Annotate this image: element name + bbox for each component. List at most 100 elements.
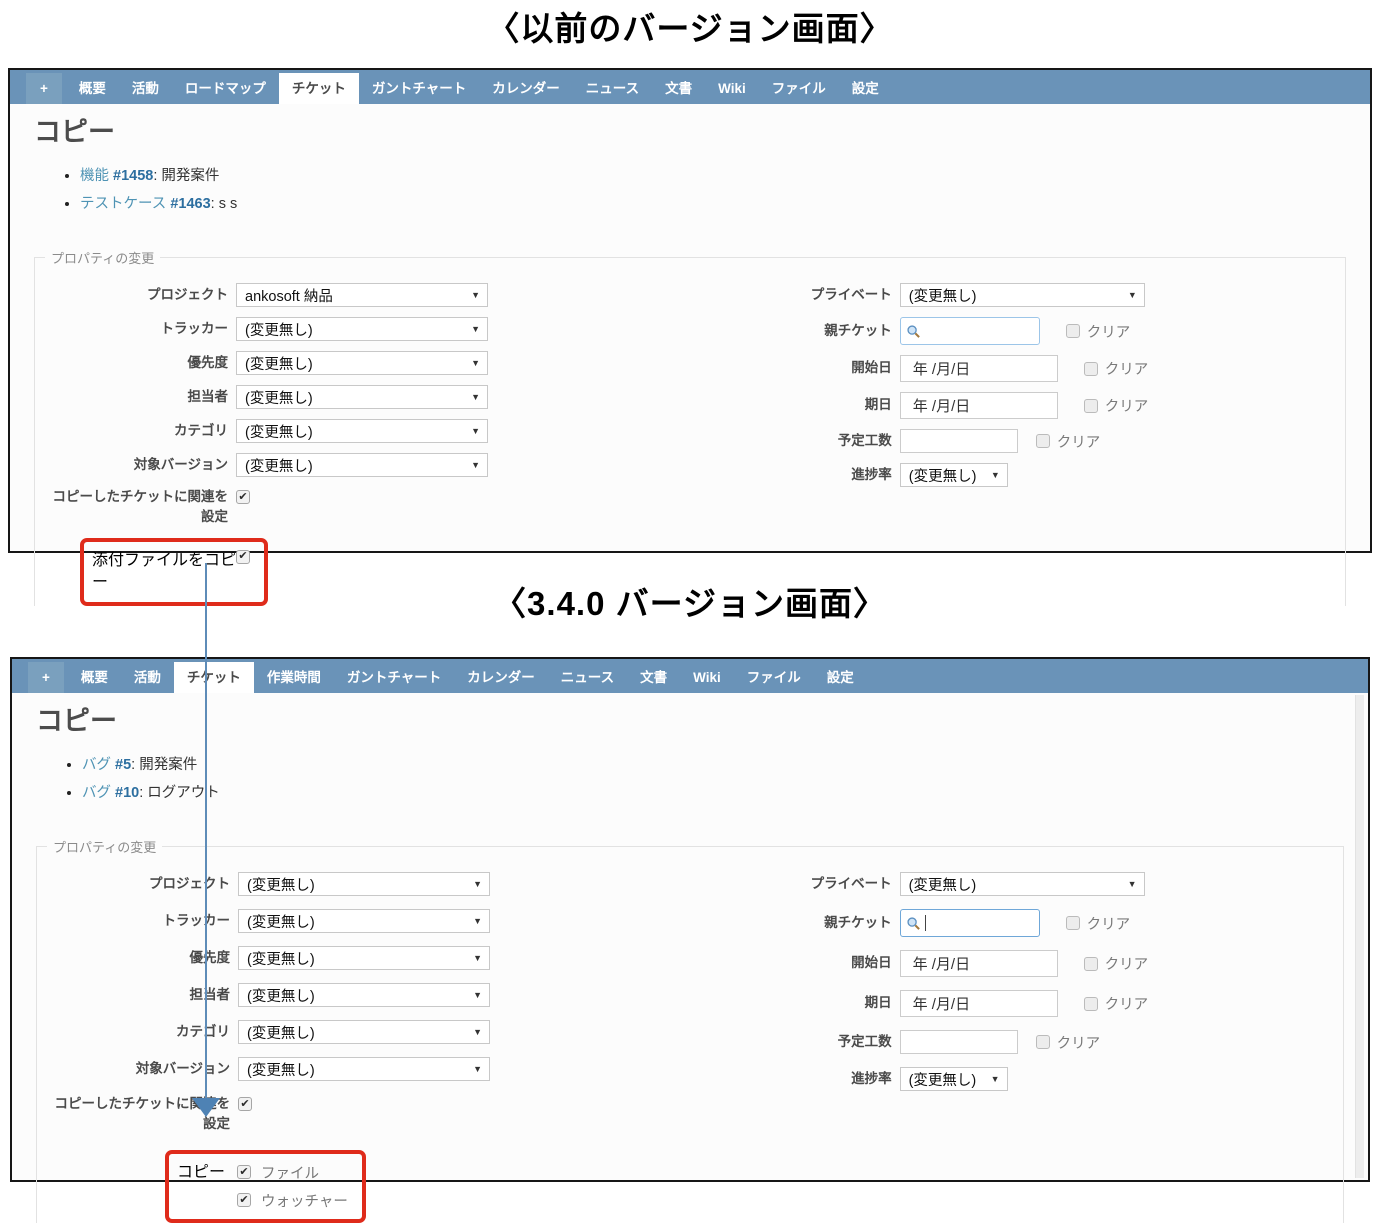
tracker-select[interactable]: (変更無し) ▼ <box>238 909 490 933</box>
target-version-select[interactable]: (変更無し) ▼ <box>236 453 488 477</box>
tab-overview[interactable]: 概要 <box>78 80 106 96</box>
clear-option: クリア <box>1035 1032 1100 1053</box>
clear-option: クリア <box>1083 993 1148 1014</box>
tab-activity[interactable]: 活動 <box>131 80 159 96</box>
connector-arrow-head <box>192 1098 220 1117</box>
clear-checkbox[interactable] <box>1083 956 1098 971</box>
link-copied-issues-checkbox[interactable] <box>236 490 250 504</box>
tab-calendar[interactable]: カレンダー <box>467 669 535 685</box>
copy-files-checkbox[interactable] <box>237 1165 251 1179</box>
ticket-subject: : 開発案件 <box>131 757 198 773</box>
ticket-link[interactable]: バグ #5 <box>82 757 132 773</box>
done-ratio-label: 進捗率 <box>851 1070 892 1086</box>
category-row: カテゴリ (変更無し) ▼ <box>45 1020 742 1044</box>
ticket-link[interactable]: テストケース #1463 <box>80 196 211 212</box>
priority-select[interactable]: (変更無し) ▼ <box>236 351 488 375</box>
clear-checkbox[interactable] <box>1083 398 1098 413</box>
tab-gantt[interactable]: ガントチャート <box>371 80 467 96</box>
highlight-box-attachments: 添付ファイルをコピー <box>80 537 268 607</box>
clear-option: クリア <box>1083 953 1148 974</box>
estimated-hours-input[interactable] <box>899 429 1018 453</box>
tab-overview[interactable]: 概要 <box>80 669 108 685</box>
tab-calendar[interactable]: カレンダー <box>492 80 560 96</box>
priority-label: 優先度 <box>189 949 231 965</box>
start-date-input[interactable]: 年 /月/日 <box>899 355 1058 382</box>
clear-checkbox[interactable] <box>1065 916 1080 930</box>
chevron-down-icon: ▼ <box>473 953 482 963</box>
assignee-select[interactable]: (変更無し) ▼ <box>236 385 488 409</box>
clear-checkbox[interactable] <box>1083 361 1098 376</box>
private-select[interactable]: (変更無し) ▼ <box>899 283 1145 307</box>
category-select[interactable]: (変更無し) ▼ <box>238 1020 490 1044</box>
clear-checkbox[interactable] <box>1083 996 1098 1011</box>
target-version-select[interactable]: (変更無し) ▼ <box>238 1057 490 1081</box>
start-date-label: 開始日 <box>851 360 892 376</box>
tab-roadmap[interactable]: ロードマップ <box>184 80 266 96</box>
tab-add[interactable]: + <box>28 661 64 693</box>
category-row: カテゴリ (変更無し) ▼ <box>43 419 742 443</box>
parent-issue-input[interactable] <box>899 909 1040 937</box>
chevron-down-icon: ▼ <box>471 290 480 300</box>
estimated-hours-input[interactable] <box>899 1030 1018 1054</box>
start-date-input[interactable]: 年 /月/日 <box>899 950 1058 977</box>
properties-fieldset: プロパティの変更 プロジェクト (変更無し) ▼ トラッカー (変更無し) ▼ 優先… <box>36 837 1344 1223</box>
chevron-down-icon: ▼ <box>473 879 482 889</box>
assignee-label: 担当者 <box>189 986 231 1002</box>
tab-add[interactable]: + <box>26 72 62 104</box>
page-content: コピー バグ #5: 開発案件 バグ #10: ログアウト プロパティの変更 プ… <box>12 693 1368 1223</box>
done-ratio-select[interactable]: (変更無し) ▼ <box>899 463 1008 487</box>
tab-issues[interactable]: チケット <box>173 661 254 693</box>
tab-activity[interactable]: 活動 <box>133 669 161 685</box>
private-row: プライベート (変更無し) ▼ <box>742 872 1335 896</box>
tab-documents[interactable]: 文書 <box>640 669 668 685</box>
clear-checkbox[interactable] <box>1035 434 1050 448</box>
scrollbar[interactable] <box>1355 695 1364 1178</box>
estimated-hours-row: 予定工数 クリア <box>742 1030 1335 1054</box>
tab-issues[interactable]: チケット <box>278 72 359 104</box>
tab-settings[interactable]: 設定 <box>851 80 879 96</box>
due-date-input[interactable]: 年 /月/日 <box>899 392 1058 419</box>
tab-gantt[interactable]: ガントチャート <box>346 669 442 685</box>
left-column: プロジェクト ankosoft 納品 ▼ トラッカー (変更無し) ▼ 優先度 (変… <box>43 283 742 607</box>
chevron-down-icon: ▼ <box>471 460 480 470</box>
ticket-link[interactable]: バグ #10 <box>82 785 140 801</box>
project-label: プロジェクト <box>147 286 228 302</box>
tab-wiki[interactable]: Wiki <box>693 669 721 685</box>
page-content: コピー 機能 #1458: 開発案件 テストケース #1463: s s プロパ… <box>10 104 1370 607</box>
clear-option: クリア <box>1065 321 1130 342</box>
priority-row: 優先度 (変更無し) ▼ <box>43 351 742 375</box>
clear-checkbox[interactable] <box>1035 1035 1050 1049</box>
fieldset-legend: プロパティの変更 <box>51 251 155 266</box>
search-icon <box>907 324 920 338</box>
copy-watchers-checkbox[interactable] <box>237 1193 251 1207</box>
parent-issue-label: 親チケット <box>824 914 892 930</box>
tab-news[interactable]: ニュース <box>585 80 640 96</box>
tab-spent-time[interactable]: 作業時間 <box>266 669 321 685</box>
tab-news[interactable]: ニュース <box>560 669 615 685</box>
chevron-down-icon: ▼ <box>473 1027 482 1037</box>
tab-files[interactable]: ファイル <box>771 80 826 96</box>
tab-settings[interactable]: 設定 <box>826 669 854 685</box>
tracker-select[interactable]: (変更無し) ▼ <box>236 317 488 341</box>
private-select[interactable]: (変更無し) ▼ <box>899 872 1145 896</box>
parent-issue-input[interactable] <box>899 317 1040 345</box>
list-item: テストケース #1463: s s <box>80 192 1370 213</box>
project-select[interactable]: ankosoft 納品 ▼ <box>236 283 488 307</box>
done-ratio-select[interactable]: (変更無し) ▼ <box>899 1067 1008 1091</box>
project-row: プロジェクト ankosoft 納品 ▼ <box>43 283 742 307</box>
link-copied-issues-label: コピーしたチケットに関連を設定 <box>54 1096 231 1132</box>
assignee-select[interactable]: (変更無し) ▼ <box>238 983 490 1007</box>
ticket-subject: : 開発案件 <box>153 168 220 184</box>
ticket-link[interactable]: 機能 #1458 <box>80 168 154 184</box>
tab-wiki[interactable]: Wiki <box>718 80 746 96</box>
link-copied-issues-row: コピーしたチケットに関連を設定 <box>43 487 742 528</box>
category-select[interactable]: (変更無し) ▼ <box>236 419 488 443</box>
priority-select[interactable]: (変更無し) ▼ <box>238 946 490 970</box>
link-copied-issues-checkbox[interactable] <box>238 1097 252 1111</box>
project-select[interactable]: (変更無し) ▼ <box>238 872 490 896</box>
tab-documents[interactable]: 文書 <box>665 80 693 96</box>
copy-attachments-checkbox[interactable] <box>236 549 250 564</box>
due-date-input[interactable]: 年 /月/日 <box>899 990 1058 1017</box>
tab-files[interactable]: ファイル <box>746 669 801 685</box>
clear-checkbox[interactable] <box>1065 324 1080 338</box>
